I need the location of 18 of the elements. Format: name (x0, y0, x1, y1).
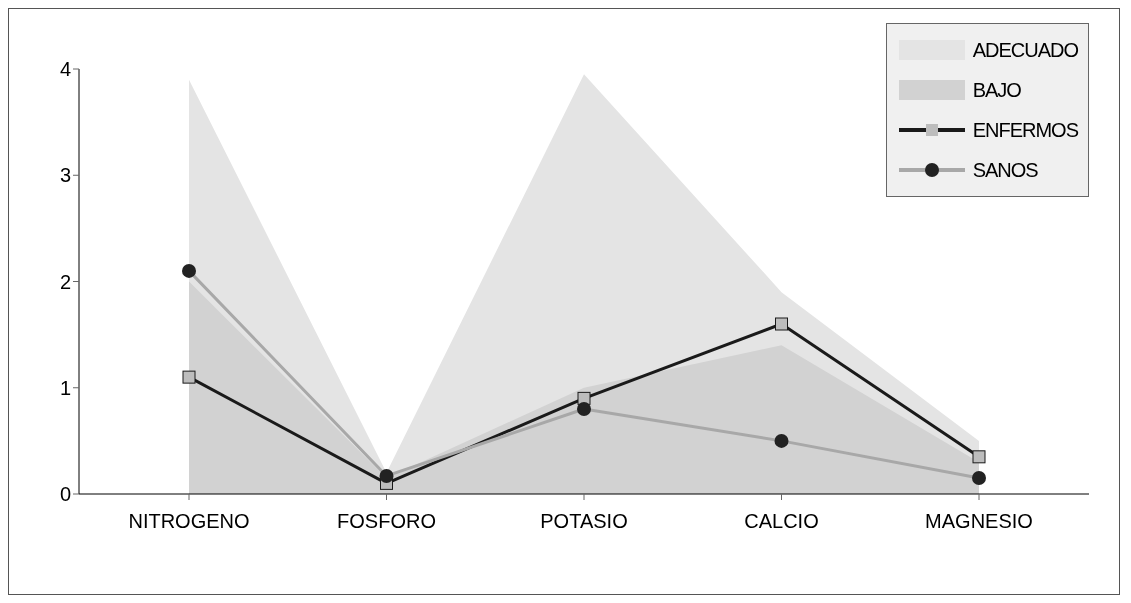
y-tick-label: 3 (59, 164, 71, 187)
legend-label: ADECUADO (972, 38, 1078, 62)
legend-label: BAJO (972, 78, 1021, 102)
y-tick-label: 0 (59, 483, 71, 506)
x-tick-label: NITROGENO (128, 510, 250, 533)
legend-label: ENFERMOS (972, 118, 1078, 142)
point (182, 370, 196, 384)
legend-label: SANOS (972, 158, 1038, 182)
x-tick-label: CALCIO (744, 510, 819, 533)
x-tick-label: FOSFORO (337, 510, 436, 533)
x-tick-label: POTASIO (540, 510, 628, 533)
y-tick-label: 2 (59, 270, 71, 293)
point (775, 317, 788, 331)
point (972, 450, 986, 464)
x-tick-label: MAGNESIO (925, 510, 1033, 533)
y-tick-label: 1 (59, 376, 71, 399)
y-tick-label: 4 (59, 58, 71, 81)
point (577, 391, 591, 405)
